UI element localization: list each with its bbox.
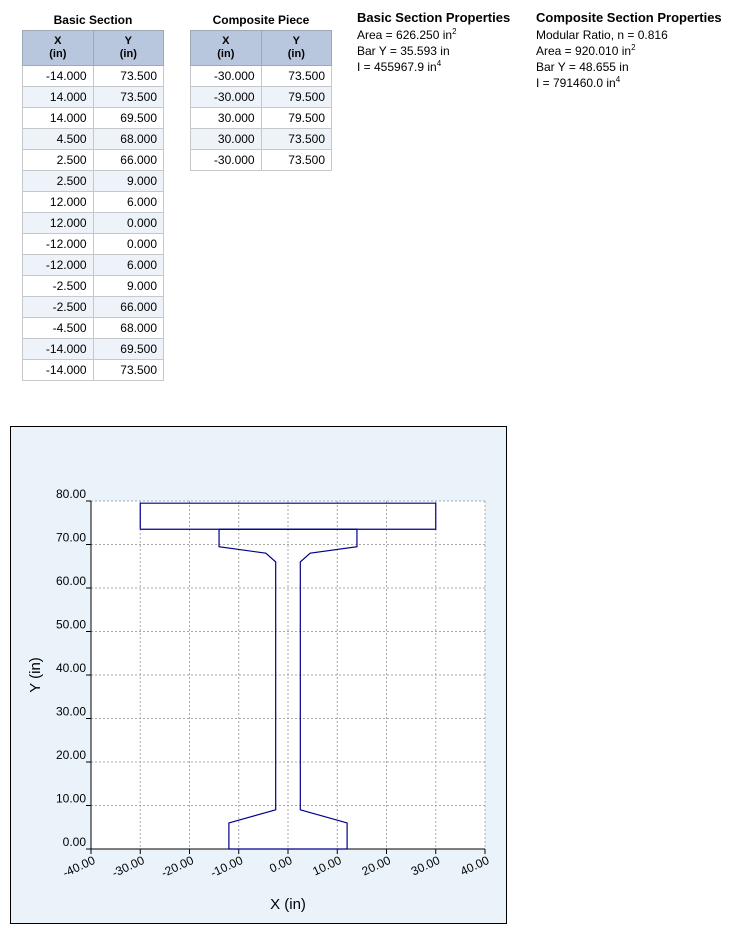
- basic-section-outline: [218, 528, 358, 850]
- y-tick-label: 80.00: [56, 487, 86, 501]
- y-tick-label: 30.00: [56, 705, 86, 719]
- composite-modular-ratio: Modular Ratio, n = 0.816: [536, 28, 668, 42]
- cell-y: 69.500: [92, 338, 165, 360]
- table-row: 2.500 9.000: [22, 170, 165, 192]
- table-row: -4.500 68.000: [22, 317, 165, 339]
- y-tick-label: 40.00: [56, 661, 86, 675]
- cell-y: 9.000: [92, 275, 165, 297]
- composite-section-properties: Composite Section Properties Modular Rat…: [536, 10, 722, 91]
- basic-section-table: X (in) Y (in) -14.000 73.500 14.000 73.500 14.…: [22, 30, 165, 381]
- cell-y: 73.500: [260, 128, 333, 150]
- table-row: 4.500 68.000: [22, 128, 165, 150]
- cell-x: 4.500: [22, 128, 94, 150]
- table-row: -2.500 66.000: [22, 296, 165, 318]
- y-tick-label: 20.00: [56, 748, 86, 762]
- table-row: -12.000 6.000: [22, 254, 165, 276]
- cell-x: -12.000: [22, 233, 94, 255]
- cell-x: -2.500: [22, 275, 94, 297]
- table-row: -14.000 69.500: [22, 338, 165, 360]
- table-row: -30.000 73.500: [190, 65, 333, 87]
- cell-y: 73.500: [92, 86, 165, 108]
- cell-y: 68.000: [92, 317, 165, 339]
- cell-x: -14.000: [22, 65, 94, 87]
- composite-piece-outline: [139, 502, 437, 530]
- table-row: 2.500 66.000: [22, 149, 165, 171]
- cell-x: -2.500: [22, 296, 94, 318]
- cell-x: -14.000: [22, 359, 94, 381]
- cell-y: 73.500: [92, 65, 165, 87]
- y-tick-label: 70.00: [56, 531, 86, 545]
- table-row: -30.000 73.500: [190, 149, 333, 171]
- basic-section-properties: Basic Section Properties Area = 626.250 …: [357, 10, 510, 75]
- y-axis-label: Y (in): [27, 657, 44, 693]
- basic-props-title: Basic Section Properties: [357, 10, 511, 25]
- basic-area: Area = 626.250 in2: [357, 27, 457, 43]
- composite-area: Area = 920.010 in2: [536, 43, 636, 59]
- composite-props-title: Composite Section Properties: [536, 10, 722, 25]
- table-row: -14.000 73.500: [22, 359, 165, 381]
- cell-x: -12.000: [22, 254, 94, 276]
- cell-x: -4.500: [22, 317, 94, 339]
- table-row: 30.000 79.500: [190, 107, 333, 129]
- basic-bar-y: Bar Y = 35.593 in: [357, 44, 450, 58]
- cell-y: 79.500: [260, 86, 333, 108]
- cell-x: -30.000: [190, 86, 262, 108]
- cell-y: 79.500: [260, 107, 333, 129]
- table-row: -12.000 0.000: [22, 233, 165, 255]
- cell-y: 0.000: [92, 212, 165, 234]
- cell-y: 66.000: [92, 149, 165, 171]
- section-plot-svg: -40.00 -30.00 -20.00 -10.00 0.00 10.00 20.00 30…: [11, 427, 506, 923]
- cell-y: 73.500: [260, 149, 333, 171]
- cell-x: 30.000: [190, 128, 262, 150]
- table-row: 30.000 73.500: [190, 128, 333, 150]
- col-header-x: X (in): [190, 30, 262, 66]
- y-tick-label: 10.00: [56, 792, 86, 806]
- cell-x: 12.000: [22, 212, 94, 234]
- cell-x: 12.000: [22, 191, 94, 213]
- table-row: -30.000 79.500: [190, 86, 333, 108]
- x-axis-label: X (in): [270, 896, 306, 913]
- cell-x: 30.000: [190, 107, 262, 129]
- col-header-y: Y (in): [92, 30, 165, 66]
- cell-y: 73.500: [92, 359, 165, 381]
- cell-x: 2.500: [22, 149, 94, 171]
- table-row: -2.500 9.000: [22, 275, 165, 297]
- composite-piece-title: Composite Piece: [212, 13, 310, 27]
- cell-y: 0.000: [92, 233, 165, 255]
- table-row: 12.000 6.000: [22, 191, 165, 213]
- cell-x: -30.000: [190, 65, 262, 87]
- table-row: 14.000 69.500: [22, 107, 165, 129]
- y-tick-label: 60.00: [56, 574, 86, 588]
- cell-x: 2.500: [22, 170, 94, 192]
- cell-y: 6.000: [92, 191, 165, 213]
- col-header-x: X (in): [22, 30, 94, 66]
- table-row: 14.000 73.500: [22, 86, 165, 108]
- cell-y: 73.500: [260, 65, 333, 87]
- basic-inertia: I = 455967.9 in4: [357, 59, 442, 75]
- section-plot: -40.00 -30.00 -20.00 -10.00 0.00 10.00 20.00 30…: [10, 426, 507, 924]
- y-tick-label: 50.00: [56, 618, 86, 632]
- y-tick-label: 0.00: [63, 835, 87, 849]
- cell-y: 68.000: [92, 128, 165, 150]
- cell-x: -14.000: [22, 338, 94, 360]
- col-header-y: Y (in): [260, 30, 333, 66]
- composite-piece-table: X (in) Y (in) -30.000 73.500 -30.000 79.500 30…: [190, 30, 333, 171]
- cell-y: 6.000: [92, 254, 165, 276]
- table-row: -14.000 73.500: [22, 65, 165, 87]
- cell-y: 9.000: [92, 170, 165, 192]
- composite-inertia: I = 791460.0 in4: [536, 75, 621, 91]
- table-row: 12.000 0.000: [22, 212, 165, 234]
- cell-x: 14.000: [22, 86, 94, 108]
- cell-x: 14.000: [22, 107, 94, 129]
- cell-y: 69.500: [92, 107, 165, 129]
- composite-bar-y: Bar Y = 48.655 in: [536, 60, 629, 74]
- cell-x: -30.000: [190, 149, 262, 171]
- basic-section-title: Basic Section: [53, 13, 133, 27]
- cell-y: 66.000: [92, 296, 165, 318]
